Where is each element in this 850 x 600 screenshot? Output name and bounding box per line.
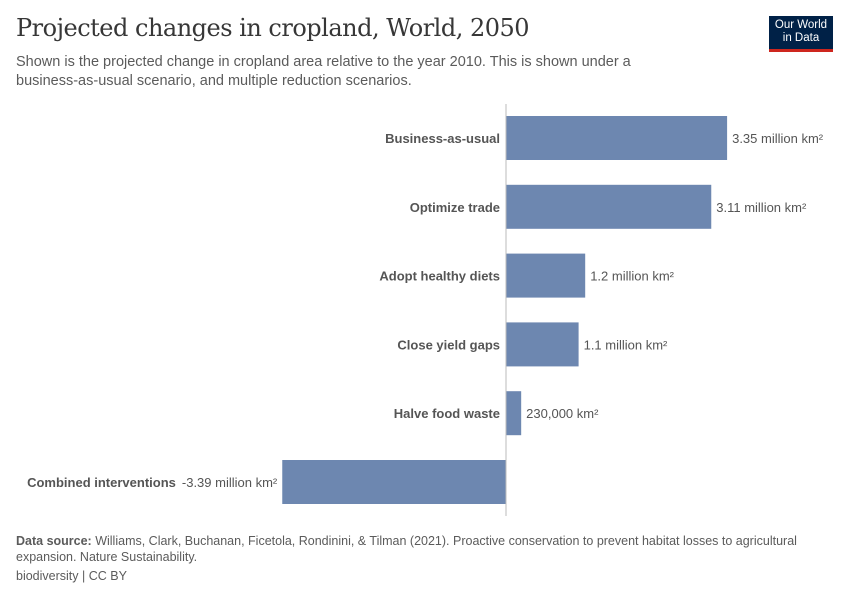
data-source: Data source: Williams, Clark, Buchanan, … [16, 533, 836, 565]
data-label: 3.11 million km² [716, 200, 807, 215]
category-label: Adopt healthy diets [379, 269, 500, 284]
owid-logo[interactable]: Our World in Data [769, 16, 833, 52]
category-label: Business-as-usual [385, 131, 500, 146]
data-label: 230,000 km² [526, 406, 599, 421]
bar [282, 460, 506, 504]
category-label: Close yield gaps [397, 337, 500, 352]
data-label: 1.2 million km² [590, 269, 674, 284]
chart-subtitle: Shown is the projected change in croplan… [16, 54, 631, 89]
category-label: Optimize trade [410, 200, 500, 215]
bar [506, 184, 712, 229]
source-label: Data source: [16, 534, 92, 548]
bar [506, 253, 586, 298]
bar [506, 391, 522, 436]
category-label: Halve food waste [394, 406, 500, 421]
data-label: -3.39 million km² [182, 475, 278, 490]
chart-title: Projected changes in cropland, World, 20… [16, 14, 530, 42]
data-label: 1.1 million km² [584, 337, 668, 352]
license[interactable]: biodiversity | CC BY [16, 569, 127, 583]
data-label: 3.35 million km² [732, 131, 824, 146]
bar [506, 322, 579, 367]
bar [506, 116, 728, 160]
source-text: Williams, Clark, Buchanan, Ficetola, Ron… [16, 534, 797, 564]
category-label: Combined interventions [27, 475, 176, 490]
